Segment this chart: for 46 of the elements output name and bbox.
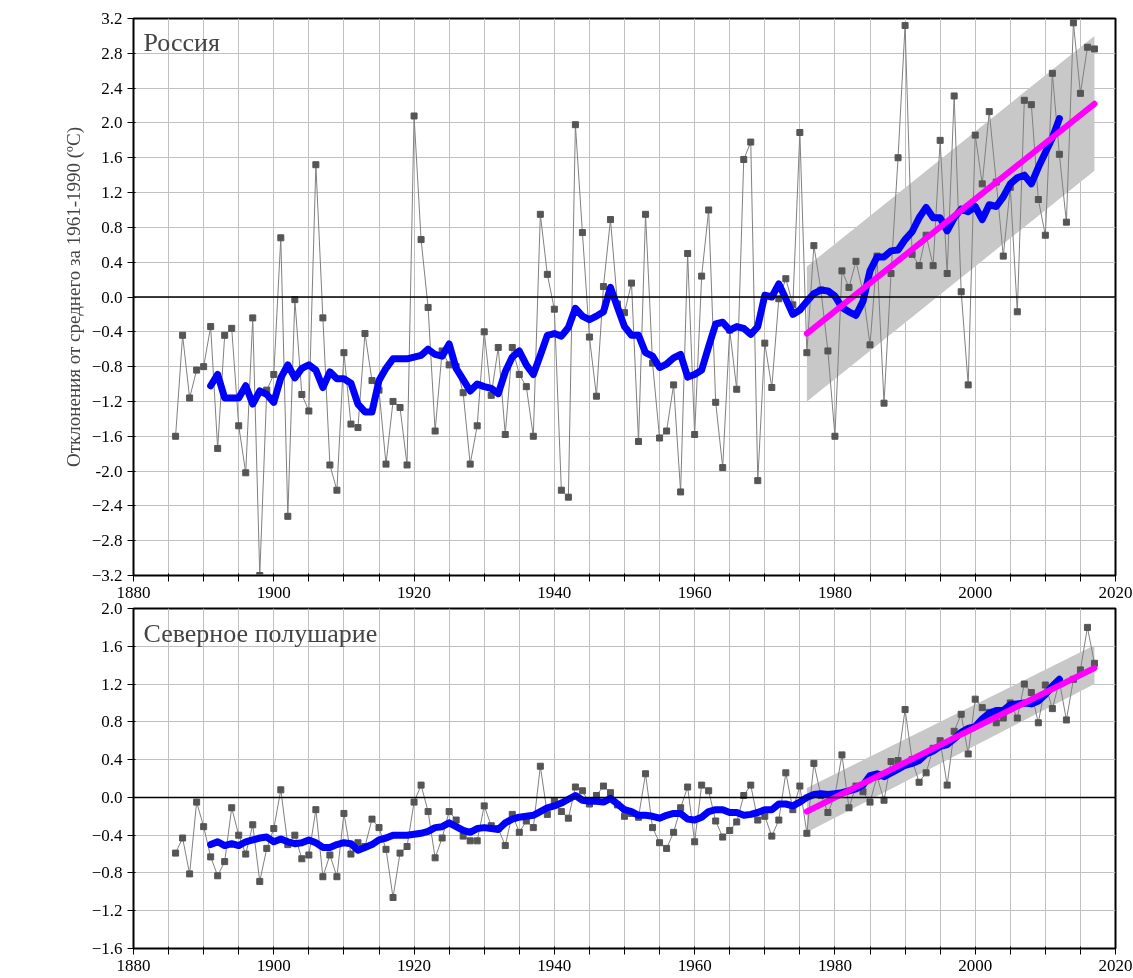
x-tick-label: 1980: [817, 582, 852, 602]
x-tick-label: 1960: [677, 955, 712, 975]
x-tick-label: 1960: [677, 582, 712, 602]
x-tick-label: 1900: [256, 582, 291, 602]
chart-title: Россия: [143, 27, 220, 57]
y-tick-label: 0.8: [101, 712, 123, 732]
y-tick-label: −1.2: [91, 901, 123, 921]
chart-title: Северное полушарие: [143, 618, 378, 648]
y-tick-label: 2.0: [101, 599, 123, 618]
x-tick-label: 2000: [958, 955, 993, 975]
y-tick-label: 2.8: [101, 43, 123, 63]
x-tick-label: 2020: [1098, 955, 1133, 975]
y-tick-label: 0.0: [101, 287, 123, 307]
y-tick-label: −0.4: [91, 825, 123, 845]
y-tick-label: 2.4: [101, 78, 123, 98]
x-tick-label: 1880: [116, 582, 151, 602]
x-tick-label: 1980: [817, 955, 852, 975]
x-tick-label: 1900: [256, 955, 291, 975]
y-tick-label: 3.2: [101, 9, 123, 28]
y-tick-label: −2.4: [91, 496, 123, 516]
y-tick-label: −1.6: [91, 939, 123, 958]
x-tick-label: 1880: [116, 955, 151, 975]
x-tick-label: 2000: [958, 582, 993, 602]
y-tick-label: 1.6: [101, 148, 123, 168]
y-tick-label: -2.0: [95, 461, 123, 481]
y-tick-label: −2.8: [91, 531, 123, 551]
y-tick-label: 0.4: [101, 750, 123, 770]
y-tick-label: 0.0: [101, 787, 123, 807]
y-axis-title: Отклонения от среднего за 1961-1990 (ºC): [62, 127, 85, 467]
x-tick-label: 1920: [397, 955, 432, 975]
y-tick-label: −0.8: [91, 863, 123, 883]
x-tick-label: 2020: [1098, 582, 1133, 602]
y-tick-label: 0.8: [101, 217, 123, 237]
y-tick-label: 1.6: [101, 636, 123, 656]
y-tick-label: −0.4: [91, 322, 123, 342]
x-tick-label: 1940: [537, 955, 572, 975]
y-tick-label: −1.2: [91, 391, 123, 411]
y-tick-label: −3.2: [91, 566, 123, 585]
y-tick-label: 1.2: [101, 674, 123, 694]
y-tick-label: −0.8: [91, 357, 123, 377]
x-tick-label: 1920: [397, 582, 432, 602]
y-tick-label: 2.0: [101, 113, 123, 133]
y-tick-label: 1.2: [101, 183, 123, 203]
x-tick-label: 1940: [537, 582, 572, 602]
y-tick-label: −1.6: [91, 426, 123, 446]
y-tick-label: 0.4: [101, 252, 123, 272]
